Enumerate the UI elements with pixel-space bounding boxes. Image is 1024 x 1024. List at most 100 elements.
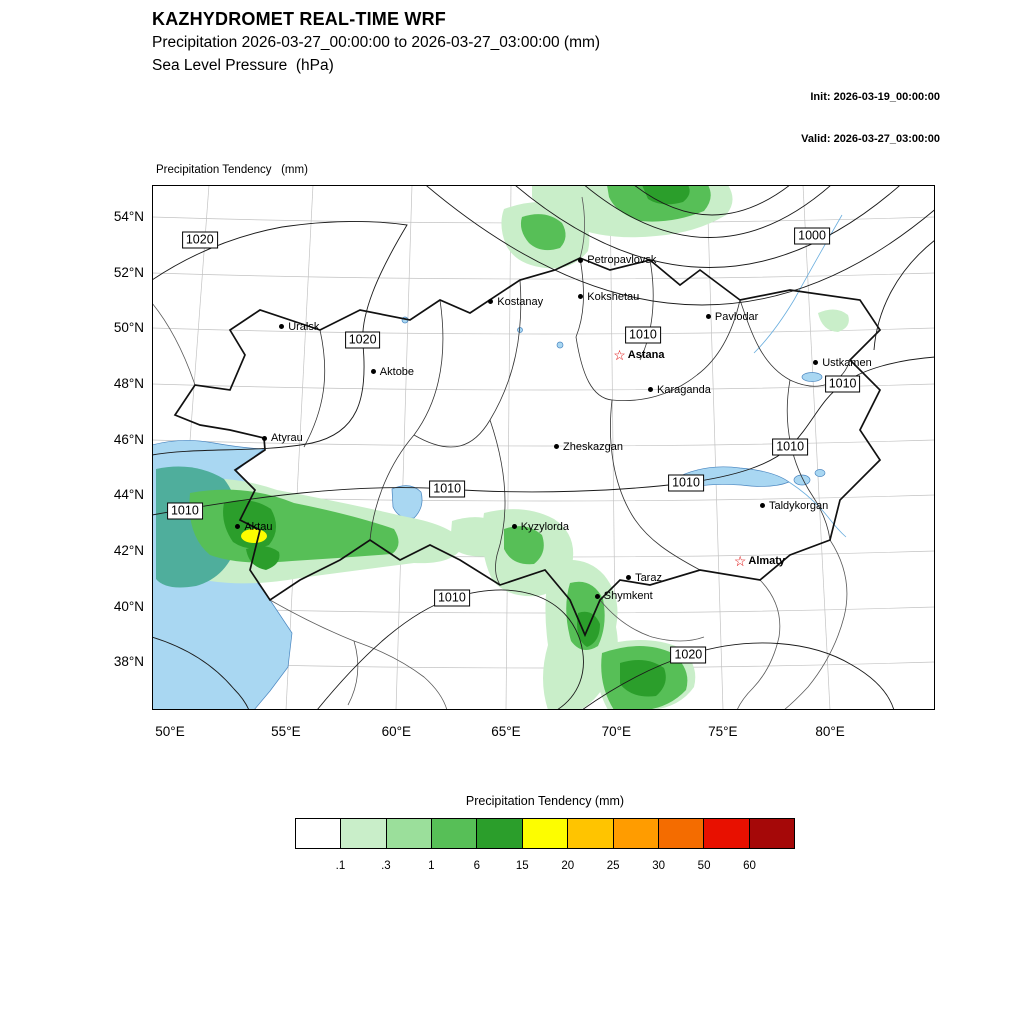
city-label: Petropavlovsk bbox=[587, 254, 657, 267]
lake-tengiz bbox=[556, 341, 564, 349]
city-label: Aktau bbox=[244, 520, 273, 533]
x-axis-tick: 65°E bbox=[491, 724, 521, 739]
valid-time: Valid: 2026-03-27_03:00:00 bbox=[801, 133, 940, 145]
colorbar-tick-label: 1 bbox=[428, 860, 435, 872]
colorbar-tick-label: .1 bbox=[335, 860, 346, 872]
city-dot-icon bbox=[235, 524, 241, 530]
pressure-contour-label: 1000 bbox=[794, 227, 830, 245]
colorbar-cell bbox=[568, 819, 614, 848]
city-label: Uralsk bbox=[288, 320, 320, 333]
city-label: Taraz bbox=[635, 571, 662, 584]
y-axis-tick: 42°N bbox=[113, 542, 144, 558]
colorbar-cell bbox=[477, 819, 523, 848]
city-dot-icon bbox=[488, 299, 494, 305]
city-label: Zheskazgan bbox=[563, 440, 623, 453]
y-axis-tick: 46°N bbox=[113, 431, 144, 447]
subtitle-pressure: Sea Level Pressure (hPa) bbox=[152, 57, 334, 74]
colorbar-tick-label: 60 bbox=[743, 860, 756, 872]
lake-alakol-2 bbox=[814, 469, 826, 477]
x-axis-tick: 60°E bbox=[381, 724, 411, 739]
city-label: Atyrau bbox=[270, 432, 303, 445]
city-dot-icon bbox=[594, 593, 600, 599]
y-axis-tick: 48°N bbox=[113, 375, 144, 391]
colorbar-tick-label: 15 bbox=[515, 860, 529, 872]
pressure-label-layer: 1020 1000 1020 1010 1010 1010 1010 1010 1010 1010… bbox=[152, 185, 935, 710]
city-label: Kokshetau bbox=[587, 290, 640, 303]
city-label: Karaganda bbox=[656, 383, 711, 396]
precipitation-areas bbox=[156, 185, 849, 710]
subtitle-precipitation: Precipitation 2026-03-27_00:00:00 to 202… bbox=[152, 34, 601, 51]
pressure-contour-label: 1010 bbox=[429, 480, 466, 498]
pressure-contour-label: 1010 bbox=[772, 438, 809, 456]
y-axis-tick: 38°N bbox=[113, 654, 144, 670]
pressure-contour-label: 1010 bbox=[625, 326, 661, 344]
city-dot-icon bbox=[759, 503, 765, 509]
colorbar-title: Precipitation Tendency (mm) bbox=[465, 794, 625, 808]
pressure-contour-label: 1010 bbox=[166, 502, 203, 520]
run-info: Init: 2026-03-19_00:00:00 Valid: 2026-03… bbox=[801, 62, 940, 174]
colorbar-tick-label: 6 bbox=[473, 860, 481, 872]
heavy-precip-yellow bbox=[241, 529, 267, 543]
kazakhstan-border bbox=[173, 257, 882, 638]
colorbar-tick-label: .3 bbox=[381, 860, 391, 872]
city-dot-icon bbox=[511, 524, 517, 530]
city-dot-icon bbox=[578, 257, 584, 263]
city-label: Astana bbox=[627, 349, 665, 362]
colorbar-tick-label: 20 bbox=[561, 860, 575, 872]
colorbar-cell bbox=[613, 819, 659, 848]
colorbar-cell bbox=[658, 819, 705, 848]
colorbar bbox=[295, 818, 795, 849]
colorbar-cell bbox=[749, 819, 794, 848]
pressure-contour-label: 1020 bbox=[670, 646, 707, 664]
pressure-contour-label: 1020 bbox=[181, 231, 218, 249]
aral-sea bbox=[391, 485, 423, 519]
map-frame bbox=[152, 185, 935, 710]
city-dot-icon bbox=[261, 435, 267, 441]
weather-map: 1020 1000 1020 1010 1010 1010 1010 1010 1010 1010… bbox=[152, 185, 935, 710]
lake-alakol bbox=[793, 474, 811, 486]
y-axis-tick: 54°N bbox=[113, 209, 144, 225]
ili-river bbox=[788, 481, 847, 538]
x-axis-tick: 75°E bbox=[708, 724, 738, 739]
pressure-contour-label: 1010 bbox=[433, 589, 470, 607]
pressure-contour-label: 1010 bbox=[824, 375, 861, 393]
colorbar-cell bbox=[386, 819, 433, 848]
init-time: Init: 2026-03-19_00:00:00 bbox=[810, 91, 940, 103]
city-label: Taldykorgan bbox=[768, 499, 829, 512]
colorbar-cell bbox=[432, 819, 478, 848]
pressure-contour-label: 1020 bbox=[344, 331, 381, 349]
colorbar-cell bbox=[522, 819, 569, 848]
colorbar-cell bbox=[704, 819, 750, 848]
x-axis-tick: 70°E bbox=[601, 724, 632, 739]
city-label: Almaty bbox=[748, 554, 786, 567]
map-canvas bbox=[152, 185, 935, 710]
city-label: Ustkamen bbox=[822, 356, 872, 369]
city-dot-icon bbox=[370, 369, 376, 375]
city-dot-icon bbox=[705, 314, 711, 320]
city-dot-icon bbox=[813, 360, 819, 366]
city-label: Shymkent bbox=[603, 590, 653, 603]
y-axis-tick: 40°N bbox=[113, 598, 144, 614]
colorbar-tick-label: 30 bbox=[652, 860, 666, 872]
graticule bbox=[152, 185, 935, 710]
city-label: Kostanay bbox=[497, 295, 544, 308]
city-dot-icon bbox=[626, 575, 632, 581]
city-label: Aktobe bbox=[379, 365, 415, 378]
colorbar-tick-label: 25 bbox=[606, 860, 620, 872]
x-axis-tick: 80°E bbox=[815, 724, 845, 739]
colorbar-tick-labels: .1 .3 1 6 15 20 25 30 50 60 bbox=[295, 860, 795, 876]
city-dot-icon bbox=[647, 387, 653, 393]
lake-zaysan bbox=[801, 372, 823, 382]
colorbar-cell bbox=[296, 819, 342, 848]
city-dot-icon bbox=[554, 444, 560, 450]
neighbor-borders bbox=[152, 196, 848, 710]
page-title: KAZHYDROMET REAL-TIME WRF bbox=[152, 9, 446, 29]
country-border bbox=[173, 257, 882, 638]
city-label: Kyzylorda bbox=[520, 520, 570, 533]
city-dot-icon bbox=[578, 294, 584, 300]
city-layer: Petropavlovsk Kostanay Kokshetau Pavlodar Ur… bbox=[152, 185, 935, 710]
city-label: Pavlodar bbox=[714, 310, 759, 323]
city-dot-icon bbox=[279, 324, 285, 330]
y-axis-tick: 52°N bbox=[113, 264, 144, 280]
